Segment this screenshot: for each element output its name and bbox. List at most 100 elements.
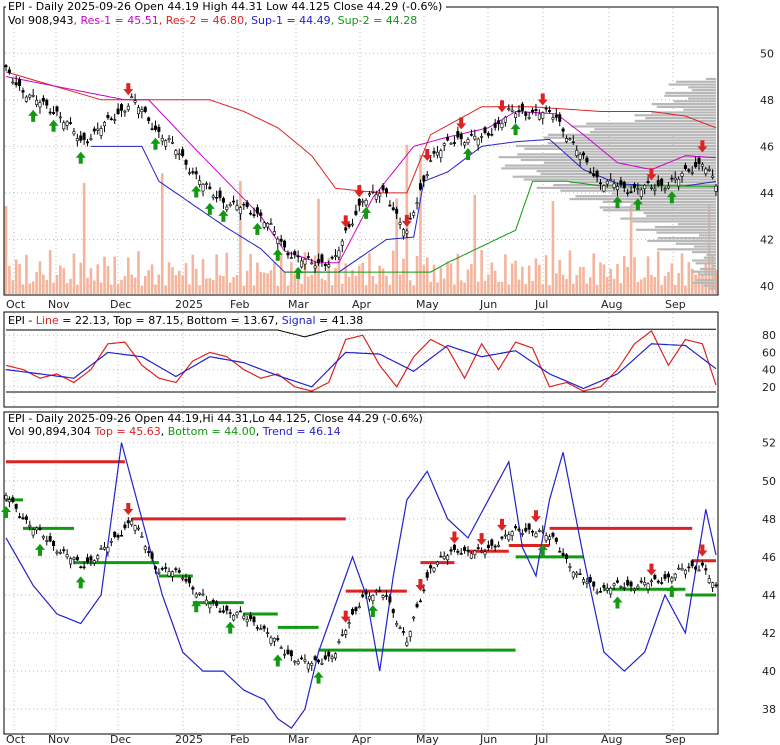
candle-body — [327, 651, 331, 657]
volume-bar — [412, 285, 415, 294]
candle-body — [480, 136, 484, 138]
volume-bar — [205, 278, 208, 294]
volume-bar — [225, 252, 229, 294]
volume-profile-bar — [698, 234, 716, 237]
legend-item-1: Top = 45.63 — [93, 425, 160, 438]
buy-arrow — [666, 191, 677, 204]
volume-bar — [690, 268, 694, 294]
candle-body — [656, 580, 660, 583]
volume-bar — [673, 284, 677, 294]
x-tick-label-nov: Nov — [48, 733, 70, 745]
candle-body — [45, 540, 49, 542]
candle-body — [418, 183, 422, 190]
candle-body — [367, 595, 371, 600]
candle-body — [537, 113, 541, 120]
candle-body — [86, 557, 90, 563]
candle-body — [276, 238, 280, 244]
candle-body — [565, 554, 569, 559]
candle-body — [585, 581, 589, 584]
candle-body — [232, 615, 236, 621]
candle-body — [242, 615, 246, 619]
y-tick-label-40: 40 — [762, 364, 776, 377]
candle-body — [103, 547, 107, 550]
candle-body — [554, 114, 558, 118]
volume-bar — [619, 283, 623, 294]
volume-profile-bar — [703, 284, 716, 287]
candle-body — [694, 161, 698, 168]
candle-body — [646, 181, 650, 183]
candle-body — [160, 138, 164, 142]
candle-body — [272, 637, 276, 642]
volume-bar — [385, 275, 388, 294]
y-tick-label-48: 48 — [760, 94, 774, 107]
sell-arrow — [449, 531, 460, 544]
volume-bar — [575, 275, 579, 294]
trend-panel: 52 50 48 46 44 42 40 38 Oct Nov Dec 2025 Feb Mar Apr M… — [1, 411, 776, 745]
volume-profile-bar — [630, 203, 716, 206]
candle-body — [670, 577, 674, 582]
volume-profile-bar — [524, 147, 716, 150]
candle-body — [351, 609, 355, 615]
volume-bar — [561, 274, 565, 294]
volume-bar — [283, 272, 286, 294]
volume-profile-bar — [536, 170, 716, 173]
candle-body — [75, 556, 79, 561]
x-tick-label-feb: Feb — [230, 733, 249, 745]
volume-profile-bar — [620, 217, 716, 220]
candle-body — [466, 549, 470, 552]
candle-body — [503, 116, 507, 123]
volume-bar — [140, 285, 144, 294]
volume-bar — [429, 281, 432, 294]
sell-arrow — [697, 140, 708, 153]
x-tick-label-jul: Jul — [534, 733, 548, 745]
candle-body — [238, 610, 242, 613]
volume-bar — [704, 262, 708, 294]
candle-body — [364, 591, 368, 595]
volume-profile-bar — [574, 139, 716, 142]
candle-body — [157, 571, 161, 574]
candle-body — [65, 121, 69, 126]
candle-body — [198, 180, 202, 185]
volume-bar — [677, 273, 680, 294]
candle-body — [150, 128, 154, 130]
volume-bar — [324, 280, 327, 294]
buy-arrow — [612, 596, 623, 609]
candle-body — [147, 117, 151, 122]
volume-bar — [123, 276, 127, 294]
candle-body — [204, 183, 208, 185]
candle-body — [89, 556, 93, 561]
candle-body — [401, 631, 405, 633]
candle-body — [395, 623, 399, 626]
candle-body — [361, 200, 365, 203]
candle-body — [395, 208, 399, 214]
volume-bar — [4, 206, 8, 294]
volume-bar — [408, 280, 412, 294]
candle-body — [483, 551, 487, 555]
volume-profile-bar — [703, 256, 716, 259]
candle-body — [609, 587, 613, 595]
volume-bar — [120, 279, 123, 294]
volume-profile-bar — [675, 242, 716, 245]
volume-profile-bar — [602, 200, 716, 203]
candle-body — [235, 205, 239, 211]
candle-body — [136, 107, 140, 115]
candle-body — [442, 555, 446, 560]
candle-body — [306, 663, 310, 670]
candle-body — [153, 125, 157, 130]
candle-body — [677, 567, 681, 570]
candle-body — [133, 525, 137, 531]
candle-body — [354, 210, 358, 215]
candle-body — [568, 566, 572, 568]
candle-body — [480, 550, 484, 553]
candle-body — [541, 112, 545, 119]
candle-body — [503, 534, 507, 537]
x-tick-label-sep: Sep — [665, 298, 686, 311]
buy-arrow — [313, 671, 324, 684]
volume-bar — [527, 265, 531, 294]
candle-body — [524, 527, 528, 532]
candle-body — [351, 223, 355, 226]
candle-body — [177, 153, 181, 156]
candle-body — [283, 240, 287, 248]
candle-body — [320, 254, 324, 263]
volume-bar — [476, 281, 480, 294]
